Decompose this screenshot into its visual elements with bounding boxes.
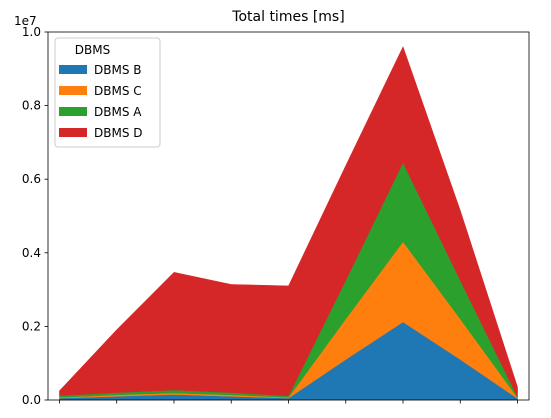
y-offset-label: 1e7 (14, 14, 37, 28)
legend-label: DBMS C (94, 84, 142, 98)
legend-swatch (59, 107, 87, 116)
legend-label: DBMS B (94, 63, 142, 77)
y-tick-label: 0.2 (22, 319, 41, 333)
legend-entries: DBMS B DBMS C DBMS A DBMS D (59, 63, 143, 140)
chart-title: Total times [ms] (231, 9, 344, 25)
y-tick-label: 0.4 (22, 246, 41, 260)
y-tick-label: 0.6 (22, 172, 41, 186)
x-axis (59, 400, 518, 404)
legend-swatch (59, 65, 87, 74)
legend: DBMS DBMS B DBMS C DBMS A DBMS D (54, 37, 161, 148)
area-layers (59, 46, 518, 401)
legend-swatch (59, 86, 87, 95)
y-tick-label: 0.0 (22, 393, 41, 407)
y-tick-label: 0.8 (22, 99, 41, 113)
y-axis: 0.0 0.2 0.4 0.6 0.8 1.0 (22, 25, 48, 407)
legend-label: DBMS D (94, 126, 143, 140)
legend-label: DBMS A (94, 105, 142, 119)
y-tick-label: 1.0 (22, 25, 41, 39)
legend-title: DBMS (75, 43, 110, 57)
legend-swatch (59, 128, 87, 137)
area-dbms-d (59, 46, 518, 398)
